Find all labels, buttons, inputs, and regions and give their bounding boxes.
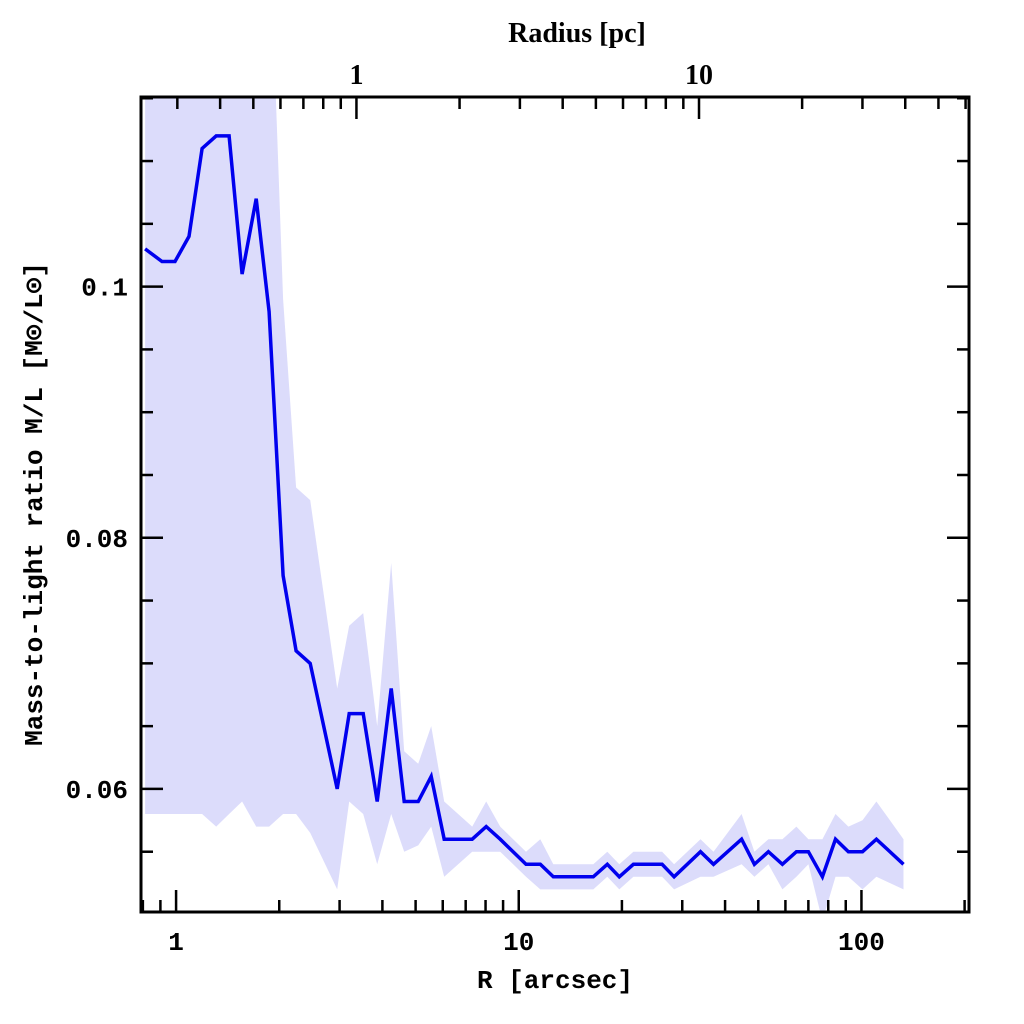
plot-frame — [139, 95, 971, 914]
x-tick-label: 10 — [503, 928, 534, 958]
y-tick-label: 0.06 — [66, 776, 128, 806]
x-axis-label: R [arcsec] — [477, 966, 633, 996]
y-axis-label: Mass-to-light ratio M/L [M⊙/L⊙] — [20, 262, 50, 746]
uncertainty-band — [145, 97, 904, 912]
top-x-tick-label: 10 — [685, 60, 713, 91]
x-tick-label: 100 — [838, 928, 885, 958]
top-x-tick-label: 1 — [349, 60, 363, 91]
x-tick-label: 1 — [168, 928, 184, 958]
y-tick-label: 0.08 — [66, 525, 128, 555]
top-axis-label: Radius [pc] — [508, 18, 646, 49]
y-tick-label: 0.1 — [81, 274, 128, 304]
axis-ticks — [141, 97, 969, 912]
series-line-ml — [144, 134, 905, 882]
tick-labels: 1 10 100 1 10 0.06 0.08 0.1 — [66, 60, 885, 958]
plot-area — [144, 97, 905, 912]
